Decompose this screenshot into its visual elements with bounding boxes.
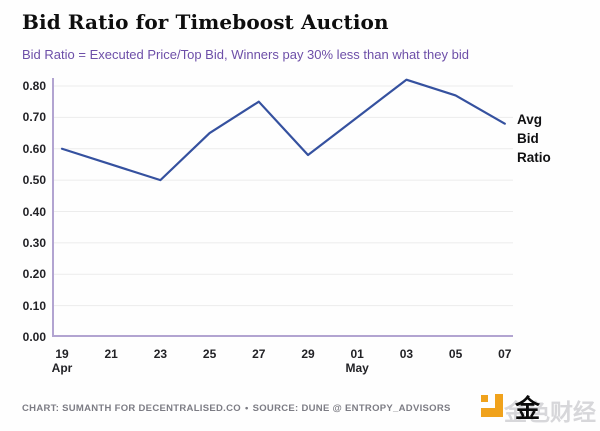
y-tick-label: 0.60	[22, 141, 46, 156]
x-tick-label: 27	[252, 347, 266, 361]
series-label-line: Avg	[517, 112, 543, 127]
y-tick-label: 0.40	[22, 204, 46, 219]
credit-separator: •	[244, 403, 249, 414]
plot-area	[52, 78, 513, 337]
x-month-label: Apr	[51, 361, 73, 375]
brand-text: 金色财经	[504, 399, 596, 425]
series-label-line: Ratio	[517, 150, 551, 165]
chart-title: Bid Ratio for Timeboost Auction	[22, 10, 389, 34]
x-tick-label: 29	[301, 347, 315, 361]
y-tick-label: 0.20	[22, 267, 46, 282]
y-tick-label: 0.00	[22, 330, 46, 344]
x-tick-label: 25	[202, 347, 217, 361]
y-tick-label: 0.10	[22, 298, 46, 313]
chart-credit: CHART: SUMANTH FOR DECENTRALISED.CO	[22, 403, 241, 414]
brand-watermark: 金色财经 金	[481, 392, 599, 425]
x-tick-label: 23	[153, 347, 168, 361]
x-tick-label: 19	[55, 347, 69, 361]
y-tick-label: 0.70	[22, 110, 46, 125]
x-tick-label: 03	[399, 347, 414, 361]
x-tick-label: 01	[350, 347, 364, 361]
chart-subtitle: Bid Ratio = Executed Price/Top Bid, Winn…	[22, 47, 469, 62]
series-label: Avg Bid Ratio	[517, 110, 551, 167]
x-tick-label: 21	[104, 347, 118, 361]
series-line-avg-bid-ratio	[60, 78, 506, 182]
brand-seal-glyph: 金	[515, 395, 541, 423]
line-chart	[54, 78, 513, 307]
x-tick-label: 07	[498, 347, 512, 361]
y-tick-label: 0.80	[22, 79, 46, 93]
source-credit: SOURCE: DUNE @ ENTROPY_ADVISORS	[252, 403, 451, 414]
x-month-label: May	[345, 361, 369, 375]
series-label-line: Bid	[517, 131, 539, 146]
jinse-logo-icon	[481, 394, 503, 417]
x-tick-label: 05	[448, 347, 463, 361]
credit-line: CHART: SUMANTH FOR DECENTRALISED.CO • SOUR…	[22, 403, 451, 414]
y-tick-label: 0.50	[22, 173, 46, 188]
y-tick-label: 0.30	[22, 235, 46, 250]
